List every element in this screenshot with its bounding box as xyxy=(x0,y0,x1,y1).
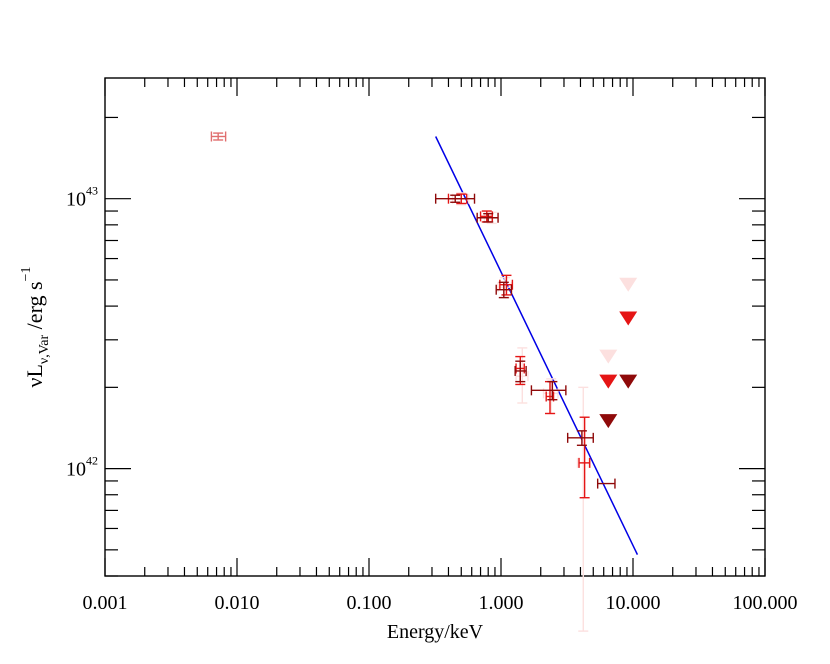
upper-limits-group xyxy=(599,277,638,429)
model-fit-line xyxy=(435,136,639,555)
x-tick-label: 100.000 xyxy=(733,592,798,614)
data-point xyxy=(434,193,476,204)
y-axis-title: νLν,Var /erg s−1 xyxy=(19,267,52,388)
data-point xyxy=(578,416,591,499)
series-dark-red xyxy=(434,193,616,489)
data-point xyxy=(530,380,567,401)
y-tick-mantissa: 10 xyxy=(66,459,86,481)
y-axis-title-subscript: ν,Var xyxy=(37,334,52,364)
x-tick-label: 0.010 xyxy=(215,592,260,614)
upper-limit-marker xyxy=(619,311,638,326)
data-series-group xyxy=(210,131,616,632)
series-red xyxy=(447,193,591,499)
x-tick-label: 0.001 xyxy=(83,592,128,614)
axis-ticks xyxy=(104,78,766,577)
y-tick-mantissa: 10 xyxy=(66,189,86,211)
data-point xyxy=(499,274,514,296)
data-point xyxy=(596,478,616,489)
y-tick-exponent: 42 xyxy=(86,454,98,468)
plot-frame xyxy=(104,77,766,577)
y-tick-label: 1042 xyxy=(66,454,98,481)
data-point xyxy=(514,360,527,383)
y-axis-title-superscript: −1 xyxy=(19,267,34,282)
upper-limit-marker xyxy=(599,414,618,429)
y-axis-title-prefix: νL xyxy=(22,364,47,387)
data-point xyxy=(576,386,590,632)
x-tick-label: 10.000 xyxy=(606,592,661,614)
data-point xyxy=(476,212,499,223)
series-salmon xyxy=(210,131,227,142)
y-tick-label: 1043 xyxy=(66,184,98,211)
upper-limit-marker xyxy=(599,349,618,364)
data-point xyxy=(495,281,513,299)
upper-limit-marker xyxy=(619,374,638,389)
data-point xyxy=(566,430,594,446)
x-axis-title: Energy/keV xyxy=(387,621,484,643)
upper-limit-marker xyxy=(599,374,618,389)
y-tick-exponent: 43 xyxy=(86,184,98,198)
upper-limit-marker xyxy=(619,277,638,292)
x-tick-labels: 0.001 0.010 0.100 1.000 10.000 100.000 xyxy=(83,592,798,614)
model-line-group xyxy=(435,136,639,555)
y-axis-title-unit: /erg s xyxy=(22,281,47,334)
data-point xyxy=(544,380,555,415)
x-tick-label: 1.000 xyxy=(479,592,524,614)
data-point xyxy=(210,131,227,142)
x-tick-label: 0.100 xyxy=(347,592,392,614)
